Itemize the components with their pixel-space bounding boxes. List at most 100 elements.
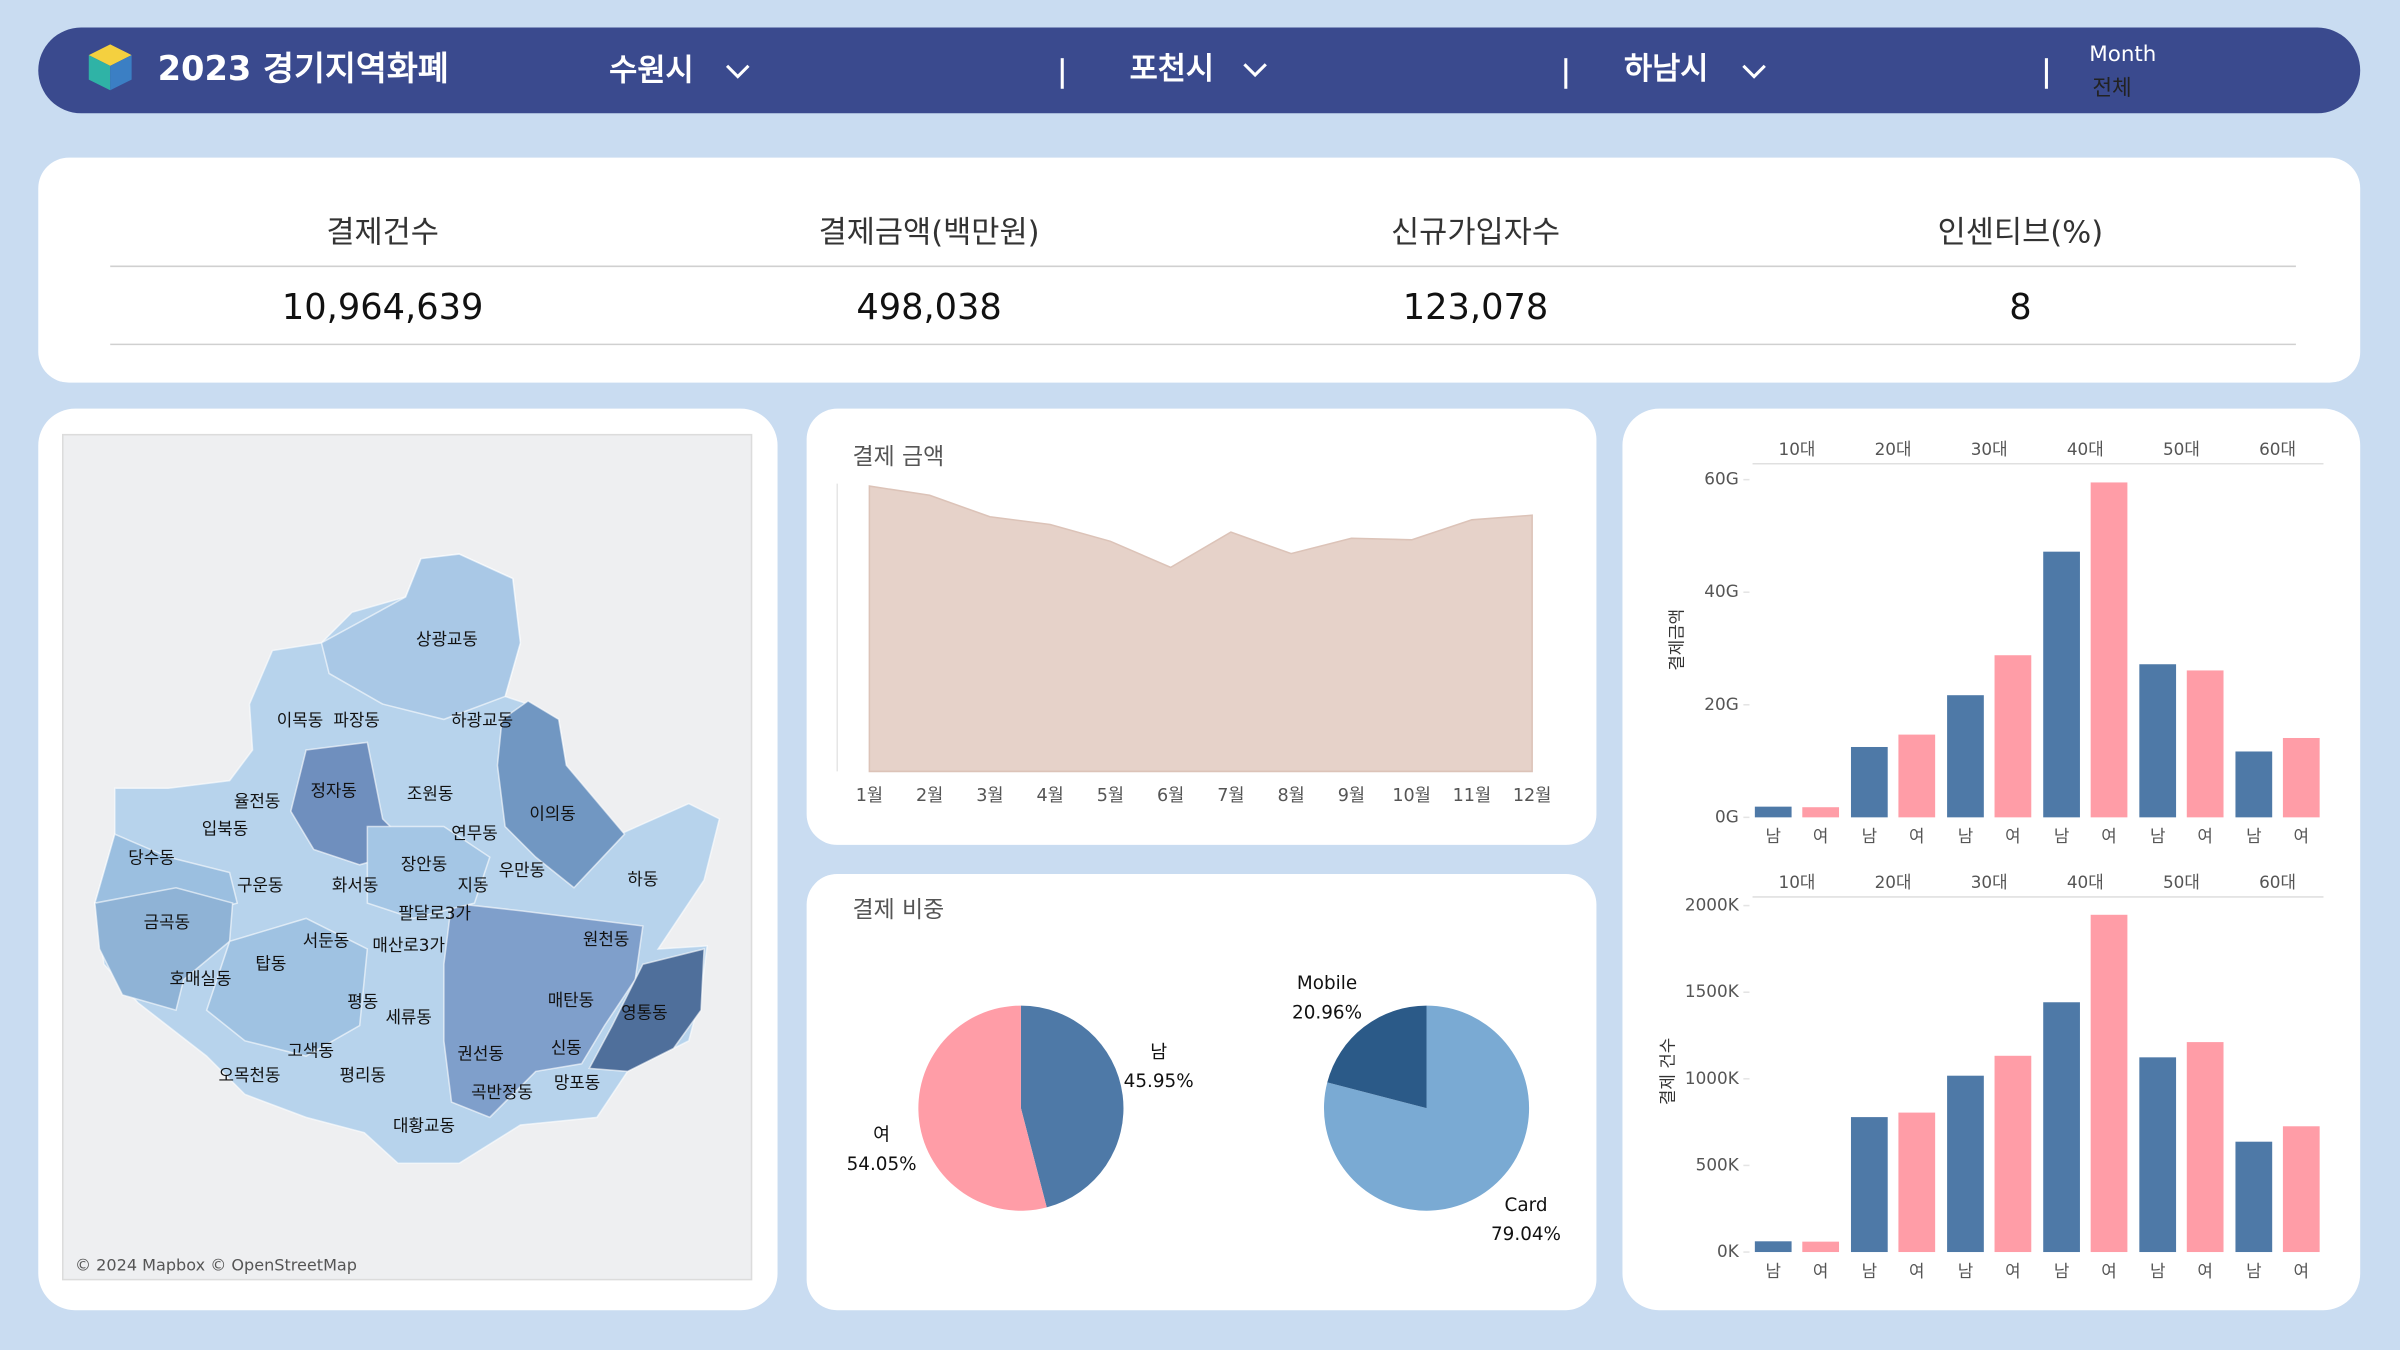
pie-slice [1020, 1005, 1124, 1208]
bar [2139, 664, 2177, 818]
x-tick-label: 여 [2294, 1261, 2309, 1281]
group-label: 40대 [2067, 439, 2104, 459]
slice-value: 20.96% [1292, 1002, 1362, 1023]
bar [2186, 1042, 2224, 1253]
group-label: 30대 [1971, 872, 2008, 892]
bar [2139, 1057, 2177, 1253]
kpi-value: 8 [2009, 287, 2031, 328]
x-tick-label: 남 [1958, 1261, 1973, 1281]
logo-right [110, 55, 132, 91]
group-label: 20대 [1875, 872, 1912, 892]
filter[interactable]: 포천시 [1130, 52, 1214, 87]
map-region[interactable] [496, 700, 626, 889]
pie-slice [918, 1005, 1047, 1211]
map-region[interactable] [443, 902, 644, 1119]
pie-slice [1327, 1005, 1427, 1109]
logo [88, 44, 132, 91]
bar [2043, 551, 2080, 818]
map-label: 평동 [347, 992, 378, 1012]
kpi-value: 123,078 [1403, 287, 1549, 328]
group-label: 10대 [1778, 439, 1815, 459]
kpi-value: 498,038 [856, 287, 1002, 328]
header-bar [38, 27, 2361, 114]
map-label: 망포동 [554, 1073, 600, 1093]
bar [1994, 655, 2032, 818]
map-label: 율전동 [234, 791, 280, 811]
map-label: 금곡동 [144, 912, 190, 932]
y-axis-title: 결제 건수 [1657, 1038, 1677, 1105]
map-label: 이의동 [529, 803, 575, 823]
x-tick-label: 여 [2197, 826, 2212, 846]
map-label: 호매실동 [170, 969, 232, 989]
map-region[interactable] [205, 917, 369, 1057]
x-tick-label: 남 [2150, 1261, 2165, 1281]
kpi-label: 인센티브(%) [1938, 216, 2104, 251]
x-tick-label: 여 [2005, 826, 2020, 846]
x-tick-label: 9월 [1338, 786, 1365, 806]
x-tick-label: 남 [1765, 826, 1780, 846]
group-label: 50대 [2163, 872, 2200, 892]
x-tick-label: 5월 [1097, 786, 1124, 806]
map-label: 영통동 [621, 1002, 667, 1022]
chart-title: 결제 금액 [853, 444, 945, 470]
bar [2235, 751, 2273, 818]
x-tick-label: 여 [2101, 826, 2116, 846]
group-label: 60대 [2259, 439, 2296, 459]
kpi-value: 10,964,639 [282, 287, 483, 328]
group-label: 50대 [2163, 439, 2200, 459]
x-tick-label: 남 [1958, 826, 1973, 846]
bar [2235, 1141, 2273, 1253]
map-label: 세류동 [385, 1007, 431, 1027]
x-tick-label: 여 [2101, 1261, 2116, 1281]
x-tick-label: 4월 [1036, 786, 1063, 806]
y-tick-label: 0G [1715, 806, 1739, 826]
map-label: 매산로3가 [372, 935, 445, 955]
x-tick-label: 남 [2150, 826, 2165, 846]
map-label: 하광교동 [451, 710, 513, 730]
map-label: 권선동 [457, 1044, 503, 1064]
kpi-card [38, 157, 2361, 383]
x-tick-label: 11월 [1453, 786, 1492, 806]
map-label: 고색동 [287, 1041, 333, 1061]
bar [2282, 737, 2320, 818]
filter[interactable]: 수원시 [609, 53, 693, 88]
chevron[interactable] [725, 64, 750, 79]
kpi-label: 결제건수 [326, 216, 439, 251]
x-tick-label: 여 [1813, 1261, 1828, 1281]
logo-left [88, 55, 111, 91]
map-label: 신동 [551, 1037, 582, 1057]
bar [1850, 1117, 1888, 1253]
slice-value: 45.95% [1124, 1071, 1194, 1092]
chevron[interactable] [1742, 64, 1766, 79]
map-label: 원천동 [583, 929, 629, 949]
map-region[interactable] [94, 886, 234, 1012]
bar [2186, 670, 2224, 818]
map-region[interactable] [366, 825, 491, 920]
kpi-label: 신규가입자수 [1391, 216, 1560, 251]
month-value[interactable]: 전체 [2092, 76, 2131, 101]
x-tick-label: 남 [2246, 1261, 2261, 1281]
bar [1898, 734, 1936, 818]
y-tick-label: 1500K [1685, 981, 1740, 1001]
bar [2282, 1126, 2320, 1253]
filter[interactable]: 하남시 [1624, 52, 1708, 87]
x-tick-label: 여 [2294, 826, 2309, 846]
x-tick-label: 여 [2005, 1261, 2020, 1281]
map-label: 정자동 [310, 780, 356, 800]
group-label: 30대 [1971, 439, 2008, 459]
x-tick-label: 3월 [976, 786, 1003, 806]
bar [1850, 746, 1888, 818]
group-label: 20대 [1875, 439, 1912, 459]
map-label: 매탄동 [548, 990, 594, 1010]
x-tick-label: 남 [1862, 826, 1877, 846]
bar [1994, 1055, 2032, 1253]
map-region[interactable] [588, 947, 705, 1073]
area [868, 485, 1533, 773]
chevron[interactable] [1243, 63, 1267, 78]
map-region[interactable] [320, 553, 522, 721]
x-tick-label: 남 [2054, 826, 2069, 846]
bar [1754, 1241, 1792, 1253]
bar [1802, 1241, 1840, 1253]
